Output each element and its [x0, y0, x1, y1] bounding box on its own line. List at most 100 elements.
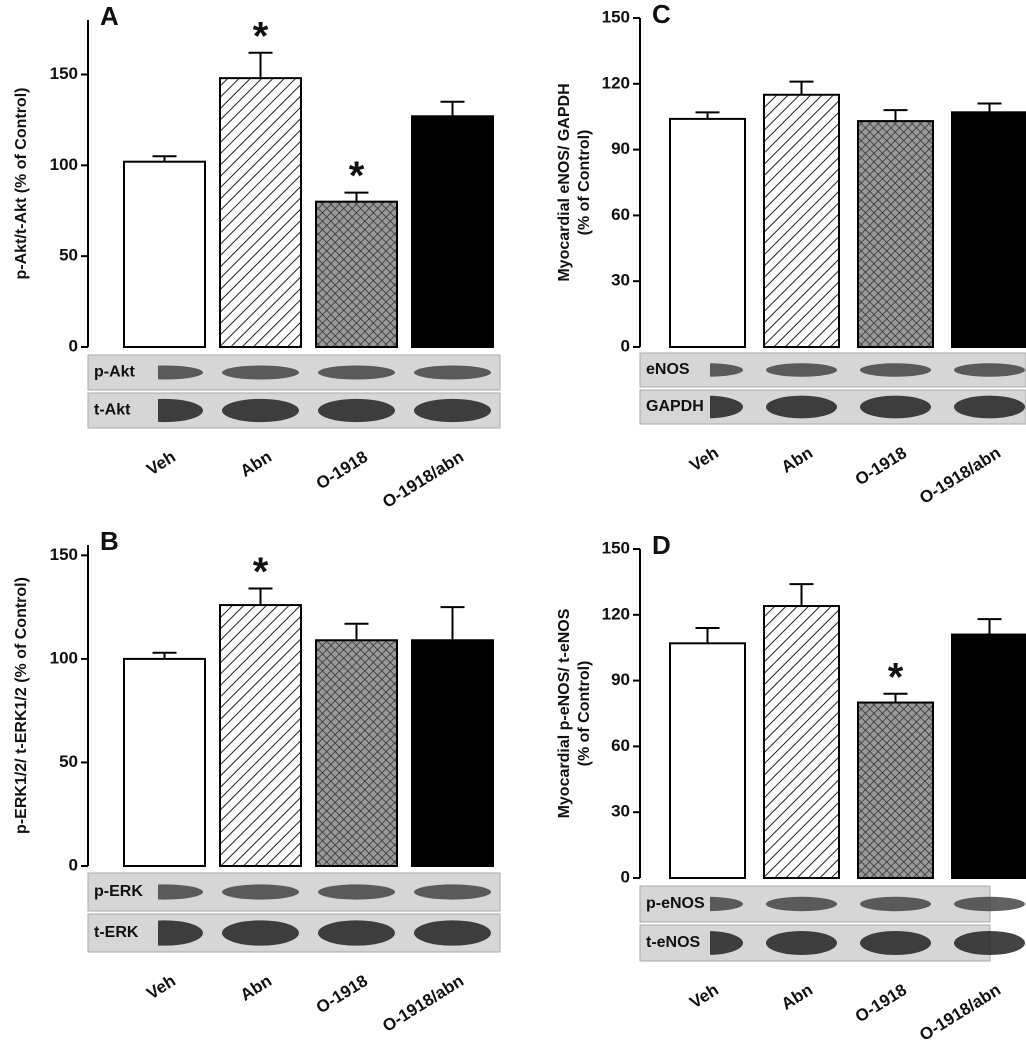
blot-label: t-eNOS	[646, 934, 701, 951]
y-tick-label: 90	[611, 139, 630, 158]
blot-label-bg	[90, 876, 158, 908]
blot-label-bg	[90, 358, 158, 387]
error-bar	[977, 102, 1002, 113]
y-tick-label: 0	[69, 336, 78, 355]
blot-band	[954, 896, 1025, 912]
panel-label: B	[100, 526, 119, 556]
bar	[123, 657, 206, 867]
significance-marker: *	[253, 14, 269, 58]
y-tick-label: 150	[50, 64, 78, 83]
bar	[315, 200, 398, 348]
y-tick-label: 90	[611, 670, 630, 689]
error-bar	[695, 111, 720, 119]
blot-band	[860, 896, 931, 912]
blot-band	[860, 363, 931, 377]
blot-band	[414, 884, 491, 900]
blot-band	[766, 363, 837, 377]
y-tick-label: 30	[611, 271, 630, 290]
y-axis-title: Myocardial eNOS/ GAPDH	[556, 83, 573, 281]
x-tick-label: Veh	[686, 980, 722, 1012]
x-tick-label: O-1918	[852, 980, 910, 1026]
error-bar	[695, 626, 720, 644]
blot-label-bg	[642, 356, 710, 384]
x-tick-label: O-1918/abn	[916, 443, 1004, 508]
blot-label-bg	[642, 393, 710, 421]
significance-marker: *	[349, 154, 365, 198]
blot-band	[766, 931, 837, 955]
y-axis-title: (% of Control)	[576, 661, 593, 767]
blot-band	[414, 365, 491, 380]
error-bar	[440, 606, 465, 641]
blot-band	[766, 896, 837, 912]
error-bar	[152, 651, 177, 659]
y-tick-label: 100	[50, 155, 78, 174]
y-tick-label: 50	[59, 752, 78, 771]
y-tick-label: 150	[602, 538, 630, 557]
bar	[411, 115, 494, 348]
x-tick-label: O-1918	[852, 443, 910, 489]
blot-band	[414, 920, 491, 946]
blot-band	[860, 395, 931, 419]
bar	[951, 111, 1026, 348]
error-bar	[248, 51, 273, 79]
blot-label: t-Akt	[94, 402, 131, 419]
bar	[857, 701, 934, 879]
blot-band	[954, 931, 1025, 955]
significance-marker: *	[253, 550, 269, 594]
bar	[411, 639, 494, 868]
blot-band	[860, 931, 931, 955]
blot-band	[222, 920, 299, 946]
bar	[857, 120, 934, 348]
y-tick-label: 0	[621, 867, 630, 886]
x-tick-label: O-1918/abn	[379, 971, 467, 1036]
y-tick-label: 30	[611, 802, 630, 821]
error-bar	[344, 191, 369, 202]
y-tick-label: 150	[50, 545, 78, 564]
x-tick-label: O-1918	[313, 447, 371, 493]
error-bar	[789, 80, 814, 95]
bar	[219, 77, 302, 348]
y-axis-title: (% of Control)	[576, 130, 593, 236]
x-tick-label: O-1918/abn	[916, 980, 1004, 1045]
error-bar	[789, 583, 814, 607]
bar	[123, 160, 206, 348]
bar	[763, 605, 840, 879]
blot-band	[954, 395, 1025, 419]
blot-label: p-eNOS	[646, 895, 705, 912]
error-bar	[883, 109, 908, 122]
error-bar	[883, 692, 908, 703]
bar	[669, 117, 746, 349]
blot-band	[318, 920, 395, 946]
blot-band	[766, 395, 837, 419]
error-bar	[344, 622, 369, 641]
bar	[219, 604, 302, 867]
blot-band	[222, 884, 299, 900]
y-tick-label: 50	[59, 246, 78, 265]
blot-band	[222, 398, 299, 423]
blot-band	[318, 365, 395, 380]
error-bar	[440, 100, 465, 117]
blot-label-bg	[90, 917, 158, 949]
significance-marker: *	[888, 655, 904, 699]
y-tick-label: 60	[611, 205, 630, 224]
x-tick-label: Veh	[686, 443, 722, 475]
x-tick-label: O-1918/abn	[379, 447, 467, 512]
bar	[669, 642, 746, 880]
y-axis-title: Myocardial p-eNOS/ t-eNOS	[556, 608, 573, 818]
x-tick-label: Abn	[237, 447, 275, 481]
error-bar	[152, 155, 177, 162]
bar	[315, 639, 398, 868]
blot-label: t-ERK	[94, 924, 139, 941]
blot-band	[954, 363, 1025, 377]
bar	[763, 93, 840, 349]
blot-band	[318, 884, 395, 900]
y-tick-label: 100	[50, 648, 78, 667]
x-tick-label: Abn	[778, 980, 816, 1014]
blot-label-bg	[90, 396, 158, 425]
blot-label: eNOS	[646, 361, 690, 378]
error-bar	[977, 618, 1002, 635]
bar	[951, 633, 1026, 879]
y-tick-label: 0	[621, 336, 630, 355]
blot-label-bg	[642, 889, 710, 919]
blot-band	[414, 398, 491, 423]
